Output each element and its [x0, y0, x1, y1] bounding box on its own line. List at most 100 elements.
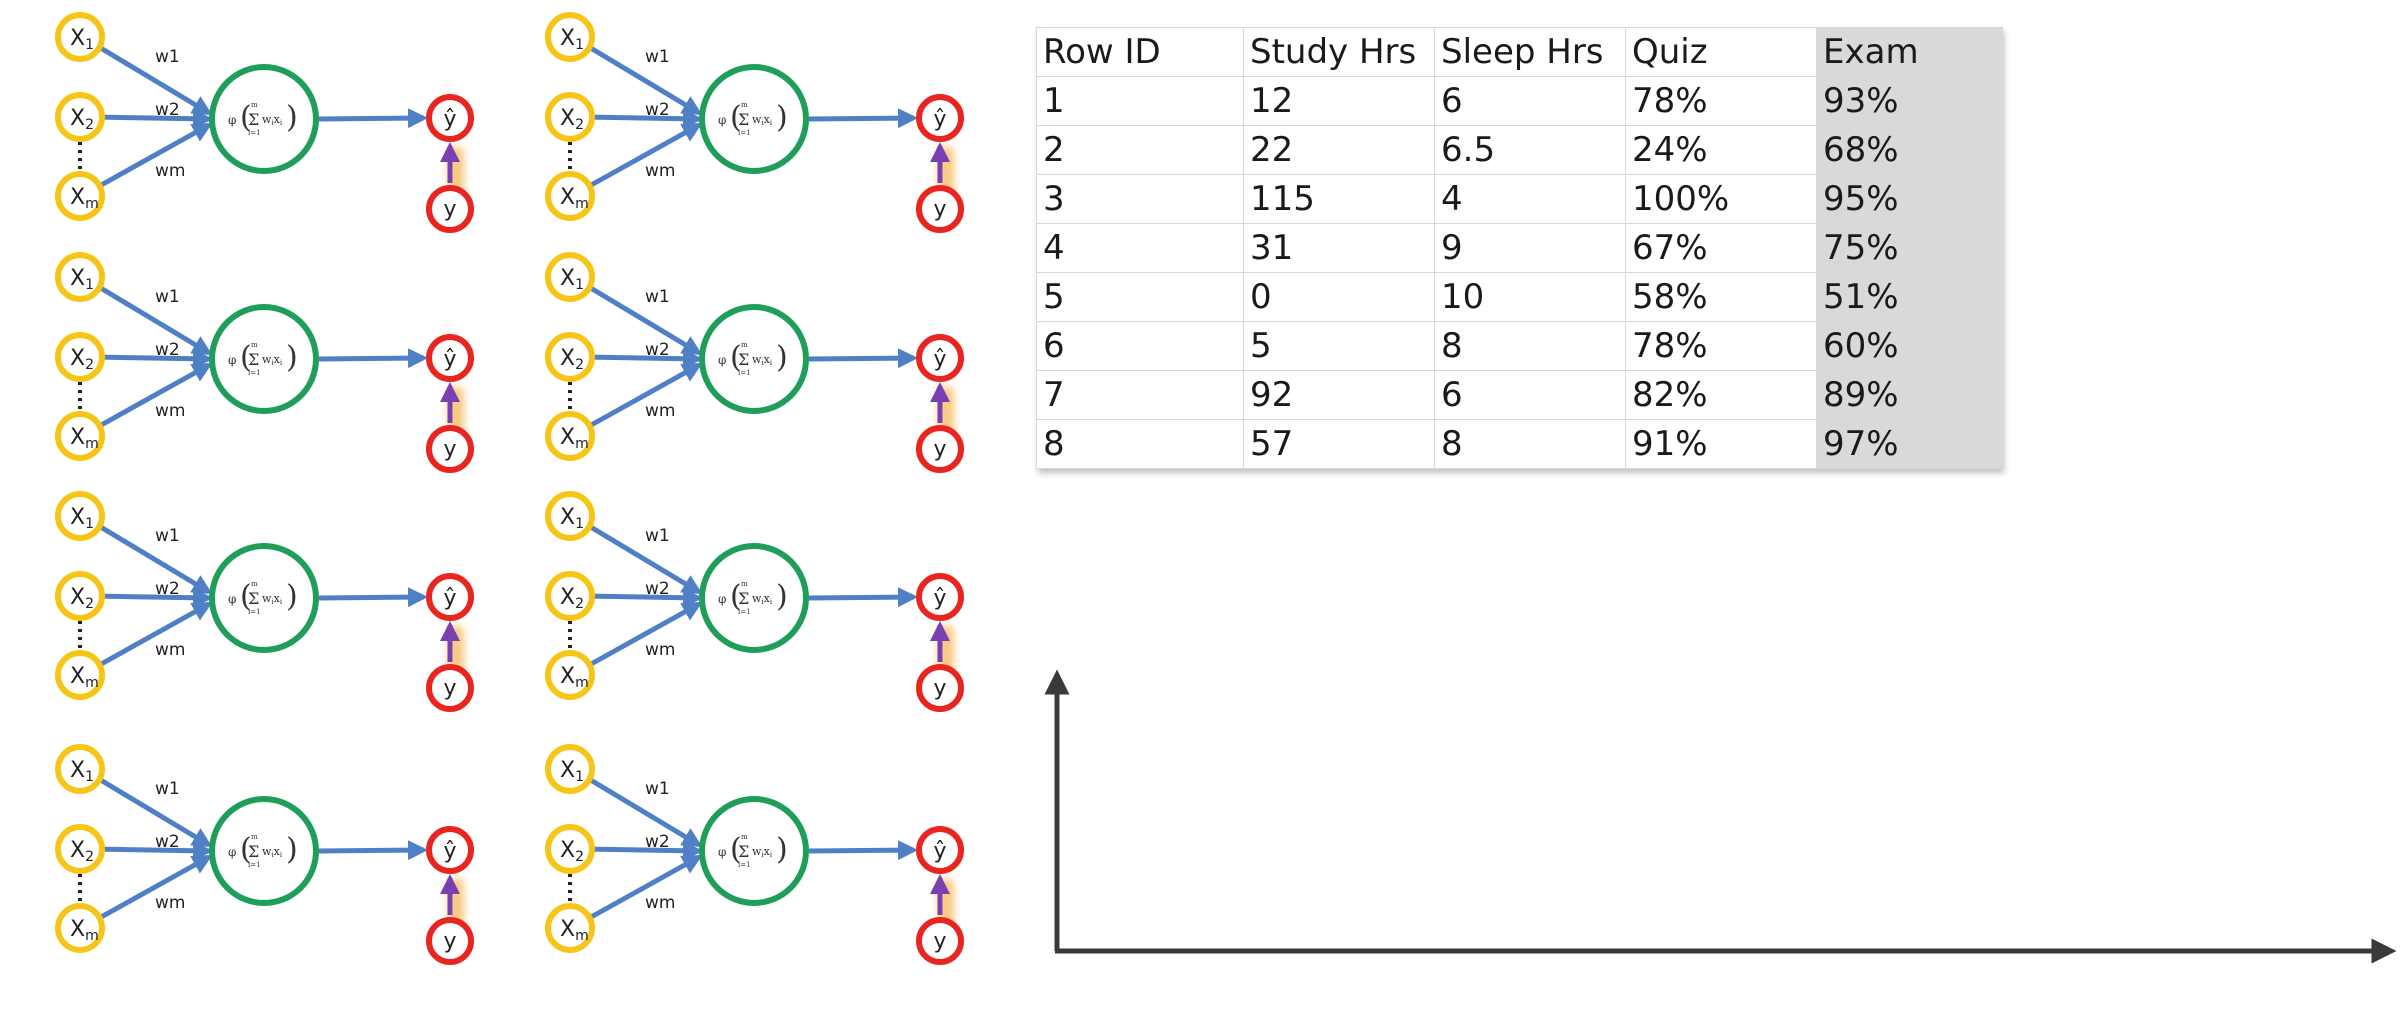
svg-text:i=1: i=1	[738, 861, 751, 869]
table-cell: 78%	[1625, 76, 1817, 126]
table-cell: 6	[1434, 370, 1626, 420]
svg-text:): )	[286, 832, 298, 867]
weight-edge	[92, 773, 213, 848]
output-node-y-hat: ŷ	[916, 334, 964, 382]
table-body: 1 12 6 78% 93% 2 22 6.5 24% 68% 3 115 4 100% 95% 4 31 9 67…	[1036, 76, 2003, 469]
weight-label: wm	[155, 401, 185, 421]
svg-text:wixi: wixi	[262, 113, 283, 127]
table-cell: 91%	[1625, 419, 1817, 469]
table-header-row: Row ID Study Hrs Sleep Hrs Quiz Exam	[1036, 27, 2003, 77]
svg-text:Σ: Σ	[248, 110, 259, 129]
table-cell: 58%	[1625, 272, 1817, 322]
svg-text:ŷ: ŷ	[933, 107, 946, 132]
weight-label: w1	[155, 526, 180, 546]
weight-label: w1	[155, 287, 180, 307]
data-table: Row ID Study Hrs Sleep Hrs Quiz Exam 1 12…	[1036, 27, 2003, 469]
svg-text:i=1: i=1	[738, 608, 751, 616]
input-node-xm: Xm	[55, 411, 105, 461]
table-cell: 57	[1243, 419, 1435, 469]
table-cell: 92	[1243, 370, 1435, 420]
weight-label: wm	[645, 640, 675, 660]
input-node-x1: X1	[55, 491, 105, 541]
svg-text:m: m	[251, 580, 258, 588]
output-edge	[808, 840, 918, 861]
svg-text:m: m	[741, 580, 748, 588]
output-edge	[318, 840, 428, 861]
svg-text:(: (	[240, 579, 252, 614]
svg-text:(: (	[240, 832, 252, 867]
output-node-y-hat: ŷ	[426, 94, 474, 142]
svg-text:): )	[286, 340, 298, 375]
weight-label: w1	[645, 287, 670, 307]
weight-label: wm	[645, 401, 675, 421]
weight-edge	[583, 108, 703, 129]
weight-edge	[92, 122, 213, 192]
svg-text:): )	[776, 340, 788, 375]
table-cell: 8	[1434, 419, 1626, 469]
table-cell: 78%	[1625, 321, 1817, 371]
table-cell: 95%	[1816, 174, 2003, 224]
weight-edge	[92, 854, 213, 924]
svg-text:y: y	[443, 197, 456, 222]
weight-label: w1	[645, 47, 670, 67]
svg-text:ŷ: ŷ	[443, 347, 456, 372]
svg-text:φ: φ	[228, 353, 236, 367]
weight-label: wm	[155, 161, 185, 181]
weight-edge	[582, 854, 703, 924]
weight-label: w2	[155, 100, 180, 120]
svg-text:ŷ: ŷ	[443, 839, 456, 864]
weight-edge	[582, 362, 703, 432]
output-edge	[808, 587, 918, 608]
svg-text:(: (	[730, 832, 742, 867]
table-cell: 75%	[1816, 223, 2003, 273]
data-table-grid: Row ID Study Hrs Sleep Hrs Quiz Exam 1 12…	[1036, 27, 2003, 469]
svg-text:X2: X2	[560, 106, 584, 133]
table-cell: 24%	[1625, 125, 1817, 175]
table-cell: 68%	[1816, 125, 2003, 175]
weight-edge	[92, 281, 213, 356]
input-node-xm: Xm	[545, 171, 595, 221]
weight-label: wm	[155, 640, 185, 660]
output-node-y-hat: ŷ	[426, 826, 474, 874]
svg-text:i=1: i=1	[248, 369, 261, 377]
svg-text:i=1: i=1	[738, 129, 751, 137]
svg-text:): )	[776, 832, 788, 867]
input-node-x2: X2	[55, 92, 105, 142]
weight-edge	[582, 281, 703, 356]
table-cell: 60%	[1816, 321, 2003, 371]
output-edge	[808, 348, 918, 369]
weight-edge	[92, 601, 213, 671]
input-node-xm: Xm	[55, 171, 105, 221]
table-cell: 51%	[1816, 272, 2003, 322]
weight-edge	[92, 41, 213, 116]
svg-text:y: y	[443, 929, 456, 954]
table-cell: 100%	[1625, 174, 1817, 224]
svg-text:): )	[776, 100, 788, 135]
weight-edge	[583, 348, 703, 369]
table-cell: 2	[1036, 125, 1244, 175]
svg-text:ŷ: ŷ	[443, 107, 456, 132]
table-row: 5 0 10 58% 51%	[1036, 272, 2003, 322]
actual-node-y: y	[916, 664, 964, 712]
output-edge	[318, 108, 428, 129]
weight-label: w2	[645, 100, 670, 120]
table-cell: 9	[1434, 223, 1626, 273]
weight-edge	[93, 587, 213, 608]
svg-text:ŷ: ŷ	[933, 839, 946, 864]
table-cell: 82%	[1625, 370, 1817, 420]
svg-text:φ: φ	[228, 845, 236, 859]
table-cell: 3	[1036, 174, 1244, 224]
weight-edge	[583, 840, 703, 861]
weight-edge	[582, 41, 703, 116]
column-header-study-hrs: Study Hrs	[1243, 27, 1435, 77]
